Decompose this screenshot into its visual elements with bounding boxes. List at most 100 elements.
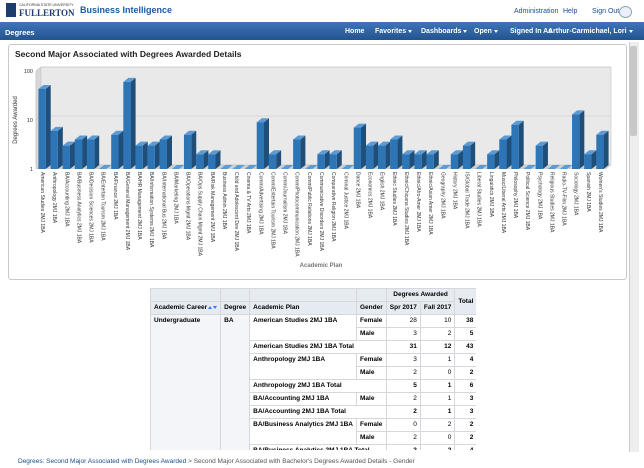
table-cell: 28: [385, 314, 421, 328]
bar-group: [244, 165, 257, 169]
bar-top: [62, 141, 75, 146]
bar-top: [584, 150, 597, 155]
x-tick-label: BA/International Bus 2MJ 1BA: [160, 172, 166, 240]
bar-group: [183, 130, 197, 169]
x-tick-label: Communicative Disorders 2MJ 1BA: [318, 172, 324, 252]
x-tick-label: Philosophy 2MJ 1BA: [512, 172, 518, 219]
scrollbar[interactable]: [629, 42, 639, 452]
x-tick-label: Cinema & TV Arts 2MJ 1BA: [245, 172, 251, 234]
bar-group: [353, 123, 367, 169]
x-tick-label: BA/Finance 2MJ 1BA: [112, 172, 118, 220]
bar-top: [280, 165, 294, 169]
options-icon[interactable]: [619, 6, 632, 18]
logo-top: CALIFORNIA STATE UNIVERSITY: [19, 3, 74, 7]
bar: [135, 145, 143, 169]
table-cell: Academic Career: [150, 301, 222, 315]
bar-group: [62, 141, 75, 169]
bar-group: [50, 126, 63, 169]
bar-side: [373, 141, 379, 169]
table-cell: 2: [385, 444, 421, 450]
bar-side: [542, 141, 548, 169]
x-tick-label: Radio-TV-Film 2MJ 1BA: [561, 172, 567, 226]
sort-icon[interactable]: [213, 306, 218, 309]
bar-group: [559, 165, 573, 169]
bar-group: [390, 135, 403, 169]
help-link[interactable]: Help: [563, 8, 578, 15]
admin-link[interactable]: Administration: [514, 8, 559, 15]
bar-top: [402, 150, 415, 155]
nav-open[interactable]: Open: [474, 28, 498, 35]
bar-side: [203, 150, 209, 169]
table-cell: 3: [385, 327, 421, 341]
bar-side: [69, 141, 75, 169]
nav-user[interactable]: Arthur-Carmichael, Lori: [548, 28, 633, 35]
bar-top: [438, 165, 451, 169]
x-tick-label: BA/Business Analytics 2MJ 1BA: [75, 172, 81, 244]
bar-group: [196, 150, 209, 169]
bar: [268, 154, 277, 169]
table-row: Anthropology 2MJ 1BA Female 3 1 4: [151, 353, 476, 380]
bar-side: [591, 150, 597, 169]
bar-group: [293, 135, 306, 169]
signout-link[interactable]: Sign Out: [592, 8, 620, 15]
page-name: Degrees: [5, 28, 35, 37]
nav-label: Favorites: [375, 28, 407, 35]
nav-dashboards[interactable]: Dashboards: [421, 28, 468, 35]
bar-side: [397, 135, 403, 169]
bar-top: [329, 150, 342, 155]
bar-group: [402, 150, 415, 169]
crumb-link[interactable]: Degrees: Second Major Associated with De…: [18, 458, 187, 465]
bar-top: [365, 141, 379, 146]
sort-icon[interactable]: [208, 306, 213, 309]
bar-top: [123, 77, 136, 82]
bar-side: [421, 150, 427, 169]
bar-side: [470, 141, 476, 169]
header: CALIFORNIA STATE UNIVERSITY FULLERTON Bu…: [0, 0, 644, 22]
bar: [50, 130, 58, 169]
table-row: BA/Business Analytics 2MJ 1BA Total224: [151, 444, 476, 450]
x-tick-label: Religious Studies 2MJ 1BA: [548, 172, 554, 233]
x-tick-label: BA/Accounting 2MJ 1BA: [63, 172, 69, 227]
nav-label: Open: [474, 28, 492, 35]
pivot-table: Degrees Awarded Total Academic Career Degre…: [150, 288, 476, 450]
x-tick-label: BA/HR Management 2MJ 1BA: [136, 172, 142, 240]
bar-side: [154, 141, 160, 169]
bar-group: [99, 165, 112, 169]
bar-group: [329, 150, 342, 169]
table-cell: BA/Business Analytics 2MJ 1BA Total: [249, 444, 387, 450]
table-cell: Academic Plan: [249, 301, 357, 315]
bar-side: [494, 150, 500, 169]
bar-side: [118, 130, 124, 169]
bar: [414, 154, 422, 169]
crumb-current: Second Major Associated with Bachelor's …: [193, 458, 415, 465]
caret: [628, 29, 633, 33]
table-cell: 2: [454, 431, 476, 445]
table-cell: 10: [419, 314, 456, 328]
bar-side: [385, 141, 391, 169]
bar: [62, 145, 70, 169]
bar: [402, 154, 410, 169]
chart-panel: Second Major Associated with Degrees Awa…: [8, 44, 627, 280]
nav-label: Dashboards: [421, 28, 462, 35]
nav-favorites[interactable]: Favorites: [375, 28, 413, 35]
x-tick-label: Psychology 2MJ 1BA: [536, 172, 542, 220]
bar: [535, 145, 543, 169]
bar-group: [572, 110, 585, 169]
bar-group: [426, 150, 439, 169]
x-tick-label: BA/Decision Sciences 2MJ 1BA: [88, 172, 94, 243]
bar-side: [130, 77, 136, 169]
bar-group: [256, 118, 269, 169]
bar-group: [86, 135, 100, 169]
bar-top: [208, 150, 221, 155]
nav-home[interactable]: Home: [345, 28, 365, 35]
table-row: Academic Career Degree Academic Plan Gender…: [150, 301, 477, 315]
bar-top: [547, 165, 561, 169]
table-cell: Fall 2017: [419, 301, 456, 315]
table-cell: 2: [419, 327, 456, 341]
table-cell: American Studies 2MJ 1BA: [249, 314, 357, 341]
bar-group: [38, 84, 51, 169]
scroll-thumb[interactable]: [630, 46, 637, 136]
bar: [499, 139, 507, 169]
table-row: BA/Business Analytics 2MJ 1BA Female 0 2 2: [151, 418, 476, 445]
table-cell: [220, 288, 251, 302]
